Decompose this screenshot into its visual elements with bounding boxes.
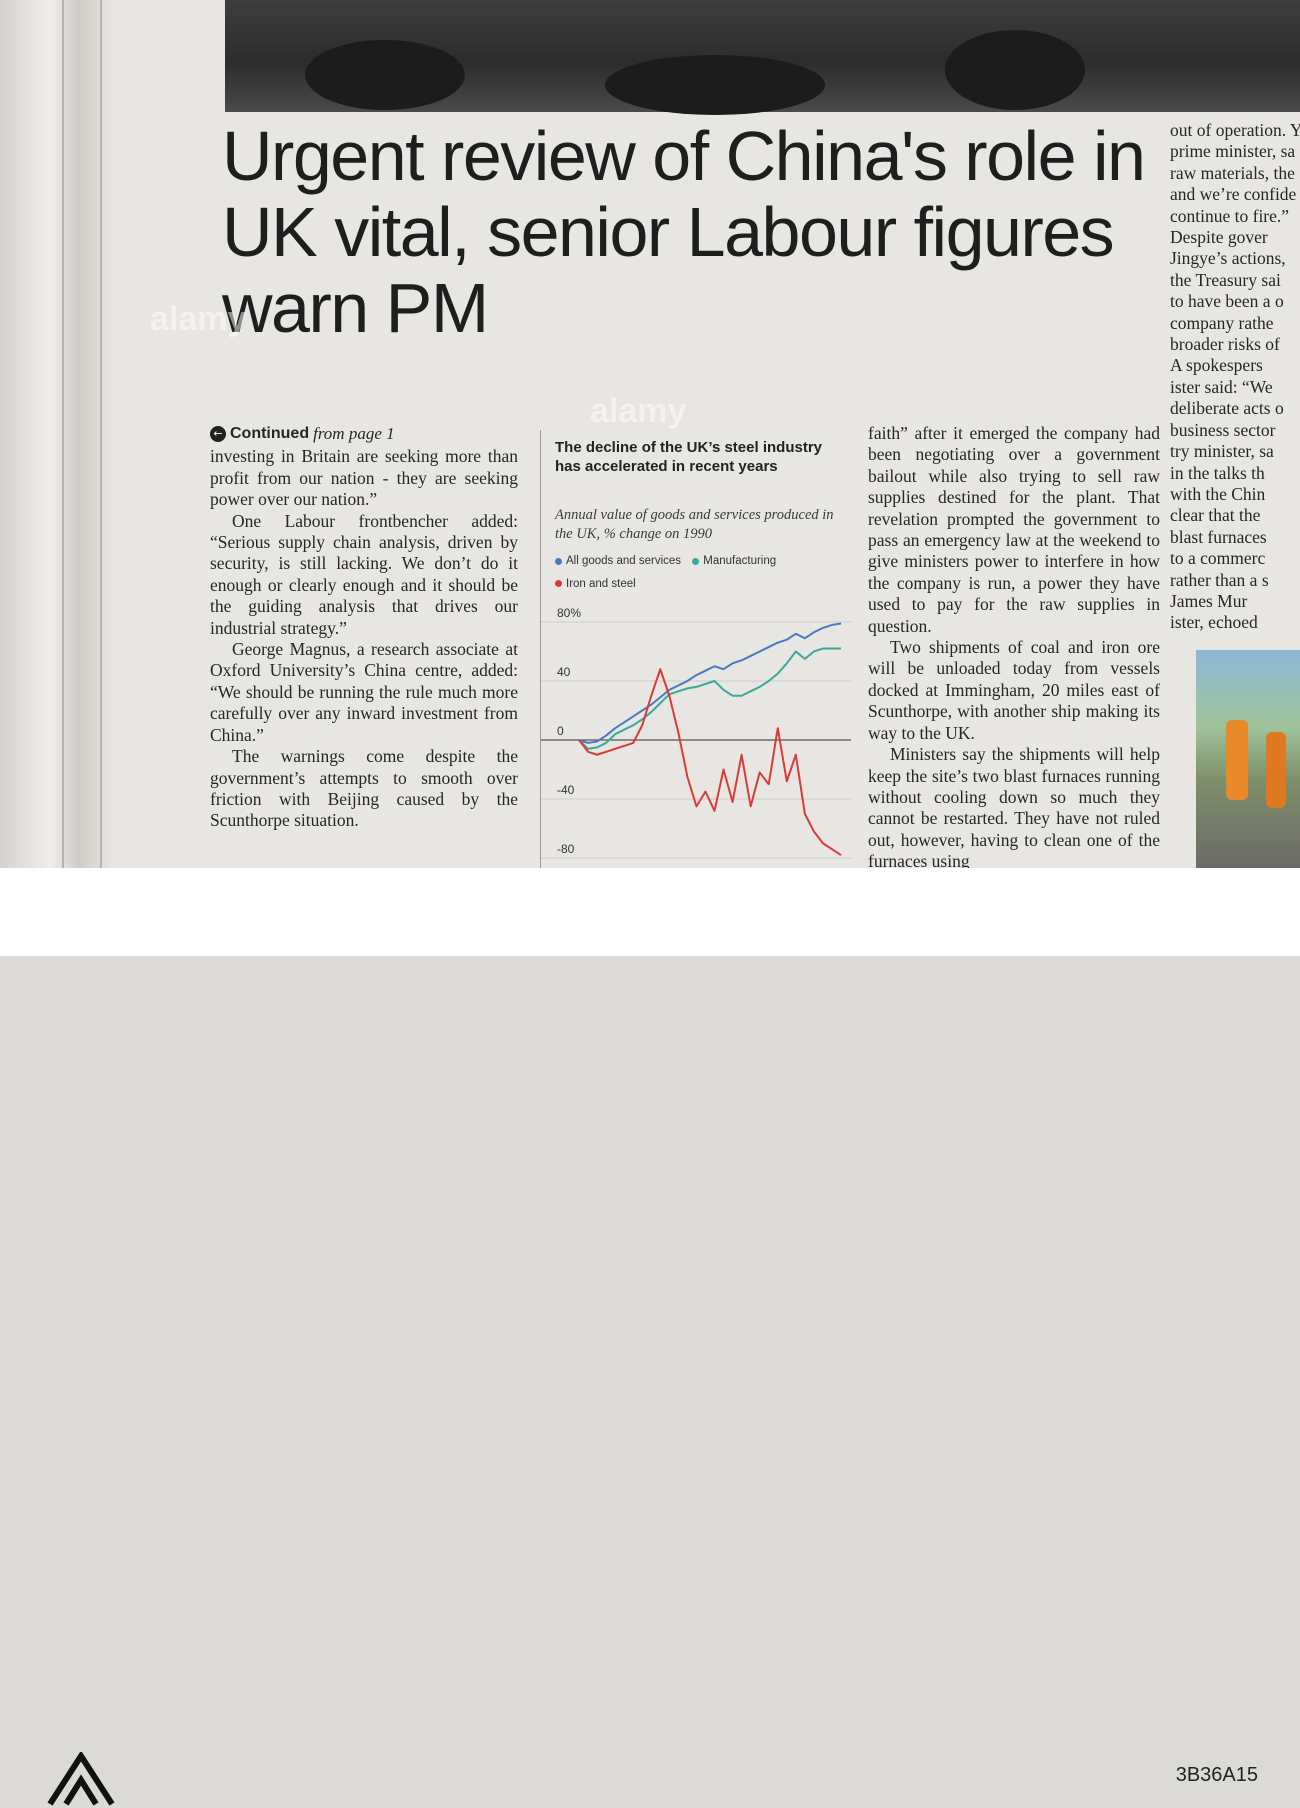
chart-plot: 80% 40 0 -40 -80 [541, 606, 851, 859]
text-line: Despite gover [1170, 227, 1268, 248]
legend-label: Manufacturing [703, 555, 777, 567]
text-line: blast furnaces [1170, 526, 1267, 547]
fold-line [62, 0, 64, 868]
chart: The decline of the UK’s steel industry h… [540, 430, 851, 868]
column-1: ← Continued from page 1 investing in Bri… [210, 423, 518, 832]
text-line: continue to fire.” [1170, 205, 1290, 226]
text-line: prime minister, sa [1170, 141, 1296, 162]
paragraph: George Magnus, a research associate at O… [210, 639, 518, 745]
text-line: A spokespers [1170, 355, 1263, 376]
text-line: ister, echoed [1170, 612, 1258, 633]
text-line: raw materials, the [1170, 162, 1295, 183]
text-line: to have been a o [1170, 291, 1284, 312]
chart-subtitle: Annual value of goods and services produ… [555, 507, 834, 542]
legend-swatch [555, 580, 562, 587]
alamy-logo-icon [47, 1752, 115, 1806]
text-line: company rathe [1170, 312, 1274, 333]
chart-legend: All goods and services Manufacturing Iro… [555, 550, 845, 595]
watermark: alamy [150, 300, 247, 338]
paragraph: faith” after it emerged the company had … [868, 423, 1160, 636]
text-line: ister said: “We [1170, 376, 1273, 397]
fold-line [100, 0, 102, 868]
side-photo [1196, 650, 1300, 868]
paragraph: One Labour frontbencher added: “Serious … [210, 510, 518, 638]
y-tick-label: 40 [557, 665, 571, 679]
text-line: James Mur [1170, 590, 1248, 611]
y-tick-label: 0 [557, 724, 564, 738]
series-line [578, 622, 842, 744]
headline: Urgent review of China's role in UK vita… [222, 117, 1146, 347]
top-photo [225, 0, 1300, 115]
paragraph: investing in Britain are seeking more th… [210, 446, 518, 510]
chart-title: The decline of the UK’s steel industry h… [555, 439, 822, 475]
legend-swatch [692, 557, 700, 565]
text-line: deliberate acts o [1170, 398, 1284, 419]
legend-label: All goods and services [566, 555, 682, 567]
text-line: the Treasury sai [1170, 269, 1281, 290]
text-line: and we’re confide [1170, 184, 1297, 205]
column-3: faith” after it emerged the company had … [868, 423, 1160, 868]
text-line: try minister, sa [1170, 441, 1274, 462]
legend-item: All goods and services [555, 550, 681, 572]
legend-item: Iron and steel [555, 573, 636, 595]
text-line: clear that the [1170, 505, 1261, 526]
series-line [578, 668, 842, 856]
stock-footer: 3B36A15 [0, 868, 1300, 1806]
text-line: with the Chin [1170, 483, 1266, 504]
y-tick-label: -80 [557, 842, 575, 856]
text-line: rather than a s [1170, 569, 1269, 590]
legend-item: Manufacturing [692, 550, 776, 572]
continued-marker: ← Continued from page 1 [210, 423, 518, 444]
paragraph: The warnings come despite the government… [210, 746, 518, 831]
legend-label: Iron and steel [566, 577, 636, 590]
continued-label: Continued [230, 425, 310, 442]
text-line: business sector [1170, 419, 1276, 440]
text-line: broader risks of [1170, 334, 1280, 355]
column-4: out of operation. Yesterday, Angela Rpri… [1170, 120, 1300, 634]
paragraph: Two shipments of coal and iron ore will … [868, 637, 1160, 743]
text-line: Jingye’s actions, [1170, 248, 1286, 269]
text-line: to a commerc [1170, 548, 1266, 569]
y-tick-label: -40 [557, 783, 575, 797]
series-line [578, 647, 841, 750]
text-line: out of operation. Yesterday, Angela R [1170, 120, 1300, 140]
page-fold [0, 0, 112, 868]
watermark: alamy [590, 392, 687, 430]
continued-from: from page 1 [313, 424, 395, 443]
y-tick-label: 80% [557, 606, 581, 620]
stock-image-id: 3B36A15 [1175, 1764, 1258, 1786]
back-arrow-icon: ← [210, 425, 226, 442]
text-line: in the talks th [1170, 462, 1265, 483]
paragraph: Ministers say the shipments will help ke… [868, 744, 1160, 868]
newspaper-page: Urgent review of China's role in UK vita… [0, 0, 1300, 868]
legend-swatch [555, 557, 562, 565]
